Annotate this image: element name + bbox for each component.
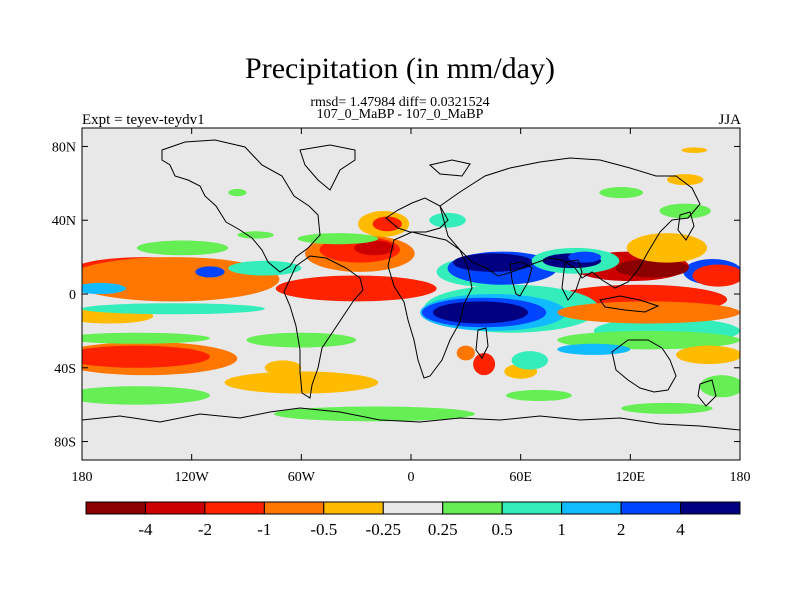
colorbar-swatch-0 xyxy=(85,501,146,515)
colorbar-label-2: -1 xyxy=(257,520,271,539)
anomaly-region-32 xyxy=(297,233,379,245)
anomaly-region-52 xyxy=(264,360,302,376)
colorbar-swatch-5 xyxy=(382,501,444,515)
chart-title: Precipitation (in mm/day) xyxy=(245,52,555,85)
anomaly-region-51 xyxy=(511,351,549,370)
colorbar-swatch-3 xyxy=(263,501,325,515)
coastlines xyxy=(82,139,740,431)
colorbar-label-3: -0.5 xyxy=(310,520,337,539)
x-tick-label-1: 120W xyxy=(175,470,210,485)
colorbar-label-5: 0.25 xyxy=(428,520,458,539)
coastline-india xyxy=(509,261,533,297)
anomaly-region-30 xyxy=(195,266,225,278)
anomaly-region-28 xyxy=(372,216,402,232)
x-tick-label-5: 120E xyxy=(616,470,646,485)
anomaly-region-47 xyxy=(699,375,740,398)
anomaly-region-5 xyxy=(692,264,740,287)
y-tick-label-3: 40S xyxy=(54,362,76,377)
anomaly-region-29 xyxy=(228,260,302,276)
x-tick-label-6: 180 xyxy=(730,470,751,485)
anomaly-region-48 xyxy=(473,353,496,376)
y-tick-label-0: 80N xyxy=(52,140,76,155)
anomaly-region-57 xyxy=(681,147,708,153)
anomaly-region-44 xyxy=(557,301,740,324)
y-tick-label-4: 80S xyxy=(54,436,76,451)
anomaly-region-20 xyxy=(246,332,357,348)
coastline-europe xyxy=(385,197,449,233)
coastline-north-america xyxy=(161,139,321,273)
anomaly-region-9 xyxy=(275,275,437,302)
anomaly-region-46 xyxy=(676,345,740,365)
x-tick-label-4: 60E xyxy=(509,470,532,485)
anomaly-region-31 xyxy=(136,240,229,256)
colorbar-label-0: -4 xyxy=(138,520,153,539)
x-tick-label-3: 0 xyxy=(408,470,415,485)
colorbar-swatch-4 xyxy=(323,501,384,515)
colorbar-swatch-2 xyxy=(204,501,265,515)
colorbar-swatch-6 xyxy=(442,501,503,515)
chart-stats-subtitle: rmsd= 1.47984 diff= 0.0321524 xyxy=(310,95,490,110)
y-tick-label-1: 40N xyxy=(52,214,76,229)
map-field xyxy=(82,128,740,460)
anomaly-region-61 xyxy=(599,187,644,199)
axes: 180 120W 60W 0 60E 120E 180 80N 40N 0 40S 80S xyxy=(52,128,751,485)
coastline-antarctica xyxy=(82,407,740,431)
coastline-svalbard xyxy=(428,159,471,177)
colorbar-swatch-7 xyxy=(501,501,563,515)
colorbar-swatch-9 xyxy=(620,501,682,515)
anomaly-region-16 xyxy=(82,345,210,368)
season-label: JJA xyxy=(718,112,741,128)
coastline-greenland xyxy=(299,144,356,191)
coastline-australia xyxy=(611,339,677,393)
coastline-new-zealand xyxy=(697,379,717,407)
anomaly-region-23 xyxy=(453,253,534,272)
colorbar-label-8: 2 xyxy=(617,520,626,539)
coastline-asia xyxy=(439,157,701,289)
colorbar-label-7: 1 xyxy=(557,520,566,539)
anomaly-region-58 xyxy=(228,188,247,197)
anomaly-region-56 xyxy=(666,174,704,186)
colorbar-label-9: 4 xyxy=(676,520,685,539)
anomaly-region-49 xyxy=(456,345,475,361)
anomaly-region-26 xyxy=(354,240,395,256)
anomaly-region-53 xyxy=(506,389,572,401)
anomaly-region-19 xyxy=(82,386,210,405)
anomaly-region-40 xyxy=(432,301,528,324)
colorbar-label-1: -2 xyxy=(198,520,212,539)
colorbar-swatch-8 xyxy=(561,501,622,515)
anomaly-region-55 xyxy=(621,402,713,414)
y-tick-label-2: 0 xyxy=(69,288,76,303)
anomaly-region-6 xyxy=(626,233,708,263)
x-tick-label-2: 60W xyxy=(288,470,316,485)
colorbar-label-6: 0.5 xyxy=(492,520,513,539)
x-tick-label-0: 180 xyxy=(72,470,93,485)
anomaly-region-60 xyxy=(659,203,711,219)
anomaly-region-13 xyxy=(82,282,126,294)
coastline-southeast-asia xyxy=(561,259,583,301)
anomaly-region-45 xyxy=(557,343,631,355)
coastline-japan xyxy=(677,211,695,241)
colorbar-swatch-1 xyxy=(144,501,206,515)
anomaly-region-42 xyxy=(82,303,265,315)
anomaly-region-18 xyxy=(82,332,210,344)
coastline-africa xyxy=(387,231,473,379)
chart-period-subtitle: 107_0_MaBP - 107_0_MaBP xyxy=(316,107,484,122)
anomaly-region-4 xyxy=(615,258,689,278)
coastline-maritime xyxy=(599,295,660,313)
anomaly-region-59 xyxy=(237,231,274,239)
coastline-madagascar xyxy=(475,327,489,359)
colorbar-swatch-10 xyxy=(680,501,741,515)
coastline-south-america xyxy=(283,255,364,399)
colorbar-label-4: -0.25 xyxy=(366,520,401,539)
experiment-label: Expt = teyev-teydv1 xyxy=(82,112,205,128)
colorbar: -4 -2 -1 -0.5 -0.25 0.25 0.5 1 2 4 xyxy=(85,501,741,539)
